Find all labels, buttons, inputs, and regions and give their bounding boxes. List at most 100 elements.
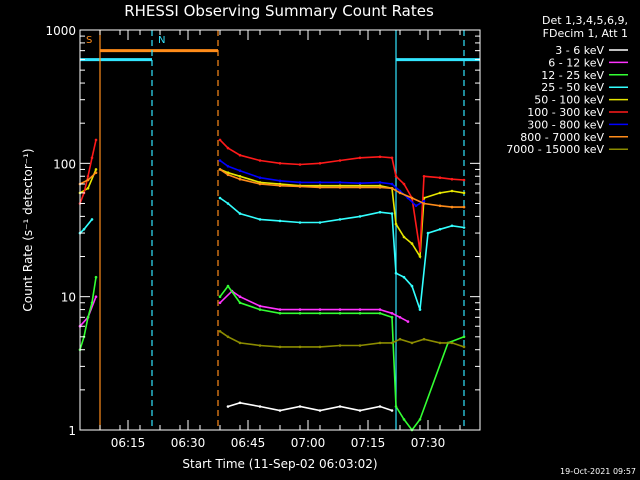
data-point-12-25-kev-7 xyxy=(238,301,242,305)
series-800-7000-kev xyxy=(78,168,466,209)
data-point-3-6-kev-7 xyxy=(358,409,362,412)
data-point-25-50-kev-16 xyxy=(410,284,414,288)
data-point-3-6-kev-3 xyxy=(278,409,282,412)
legend-header-1: FDecim 1, Att 1 xyxy=(543,27,628,40)
data-point-300-800-kev-8 xyxy=(358,181,362,185)
legend-label-300-800-kev: 300 - 800 keV xyxy=(527,118,604,131)
legend: Det 1,3,4,5,6,9,FDecim 1, Att 1 3 - 6 keV… xyxy=(506,14,628,156)
data-point-7000-15000-kev-0 xyxy=(218,330,222,333)
data-point-25-50-kev-21 xyxy=(462,226,466,229)
data-point-7000-15000-kev-16 xyxy=(462,345,466,349)
data-point-800-7000-kev-3 xyxy=(218,168,222,171)
data-point-100-300-kev-10 xyxy=(298,163,302,166)
y-tick-label-100: 100 xyxy=(53,157,76,171)
data-point-25-50-kev-18 xyxy=(426,231,430,235)
data-point-100-300-kev-4 xyxy=(94,138,98,142)
data-point-300-800-kev-5 xyxy=(298,181,302,184)
data-point-25-50-kev-17 xyxy=(418,308,422,311)
data-point-300-800-kev-4 xyxy=(278,179,282,183)
data-point-100-300-kev-9 xyxy=(278,162,282,165)
data-point-25-50-kev-13 xyxy=(390,212,394,215)
data-point-300-800-kev-6 xyxy=(318,181,322,184)
data-point-12-25-kev-8 xyxy=(258,308,262,311)
data-point-800-7000-kev-1 xyxy=(86,178,90,182)
data-point-100-300-kev-11 xyxy=(318,162,322,165)
data-point-7000-15000-kev-1 xyxy=(226,335,230,339)
x-tick-label-0615: 06:15 xyxy=(111,436,146,450)
data-point-100-300-kev-8 xyxy=(258,159,262,162)
legend-label-7000-15000-kev: 7000 - 15000 keV xyxy=(506,143,604,156)
axis-layer: 1 10 100 1000 06:15 06:30 06:45 07:00 07:15 07:30 xyxy=(45,24,481,450)
data-point-7000-15000-kev-14 xyxy=(438,341,442,345)
legend-label-100-300-kev: 100 - 300 keV xyxy=(527,106,604,119)
data-point-25-50-kev-6 xyxy=(258,218,262,221)
data-point-25-50-kev-11 xyxy=(358,215,362,218)
data-point-100-300-kev-17 xyxy=(402,182,406,186)
data-point-12-25-kev-10 xyxy=(298,312,302,315)
data-point-100-300-kev-21 xyxy=(438,176,442,179)
data-point-25-50-kev-8 xyxy=(298,221,302,224)
data-point-12-25-kev-4 xyxy=(94,275,98,279)
data-point-12-25-kev-12 xyxy=(338,312,342,315)
data-point-12-25-kev-21 xyxy=(462,335,466,339)
data-point-3-6-kev-5 xyxy=(318,409,322,412)
data-point-12-25-kev-19 xyxy=(418,418,422,421)
data-point-800-7000-kev-13 xyxy=(390,187,394,190)
data-point-800-7000-kev-6 xyxy=(258,182,262,186)
data-point-12-25-kev-9 xyxy=(278,312,282,315)
data-point-3-6-kev-2 xyxy=(258,405,262,408)
data-point-100-300-kev-2 xyxy=(86,175,90,178)
data-point-50-100-kev-21 xyxy=(462,191,466,195)
data-point-50-100-kev-4 xyxy=(226,171,230,174)
data-point-12-25-kev-2 xyxy=(86,316,90,319)
data-point-25-50-kev-2 xyxy=(90,218,94,221)
data-point-800-7000-kev-16 xyxy=(422,202,426,205)
data-point-300-800-kev-0 xyxy=(218,159,222,162)
data-point-100-300-kev-15 xyxy=(390,156,394,160)
data-point-300-800-kev-3 xyxy=(258,176,262,179)
data-point-3-6-kev-4 xyxy=(298,405,302,408)
data-point-100-300-kev-16 xyxy=(394,175,398,178)
data-point-7000-15000-kev-3 xyxy=(258,344,262,347)
data-point-50-100-kev-16 xyxy=(410,242,414,245)
legend-label-25-50-kev: 25 - 50 keV xyxy=(541,81,604,94)
series-line-3-6-kev-0 xyxy=(227,401,393,412)
series-7000-15000-kev xyxy=(218,330,466,349)
data-point-7000-15000-kev-10 xyxy=(390,341,394,345)
data-point-7000-15000-kev-13 xyxy=(422,337,426,341)
y-tick-label-10: 10 xyxy=(61,291,76,305)
data-point-800-7000-kev-8 xyxy=(298,185,302,188)
data-point-12-25-kev-11 xyxy=(318,312,322,315)
data-point-300-800-kev-7 xyxy=(338,181,342,184)
data-point-3-6-kev-8 xyxy=(378,405,382,408)
chart-title: RHESSI Observing Summary Count Rates xyxy=(124,2,434,20)
data-point-100-300-kev-20 xyxy=(422,175,426,178)
data-point-800-7000-kev-10 xyxy=(338,186,342,189)
data-point-50-100-kev-20 xyxy=(450,189,454,193)
data-point-25-50-kev-9 xyxy=(318,221,322,224)
data-point-6-12-kev-14 xyxy=(398,316,402,319)
data-point-25-50-kev-12 xyxy=(378,210,382,214)
data-point-12-25-kev-16 xyxy=(394,405,398,408)
data-point-12-25-kev-13 xyxy=(358,312,362,315)
data-point-800-7000-kev-19 xyxy=(462,205,466,209)
data-point-800-7000-kev-14 xyxy=(398,191,402,195)
data-point-800-7000-kev-15 xyxy=(410,196,414,200)
data-point-25-50-kev-5 xyxy=(238,212,242,215)
data-point-25-50-kev-15 xyxy=(402,275,406,279)
data-point-800-7000-kev-7 xyxy=(278,184,282,187)
data-point-800-7000-kev-12 xyxy=(378,186,382,189)
data-point-800-7000-kev-2 xyxy=(94,171,98,174)
data-point-3-6-kev-9 xyxy=(390,409,394,412)
data-point-7000-15000-kev-5 xyxy=(298,345,302,349)
data-point-300-800-kev-9 xyxy=(378,181,382,184)
data-point-25-50-kev-14 xyxy=(394,271,398,275)
data-point-6-12-kev-5 xyxy=(238,295,242,299)
data-point-6-12-kev-15 xyxy=(406,320,410,323)
data-point-3-6-kev-0 xyxy=(226,405,230,408)
data-point-12-25-kev-14 xyxy=(378,312,382,315)
data-point-6-12-kev-7 xyxy=(278,308,282,311)
data-point-300-800-kev-13 xyxy=(414,204,418,208)
data-point-25-50-kev-7 xyxy=(278,219,282,223)
